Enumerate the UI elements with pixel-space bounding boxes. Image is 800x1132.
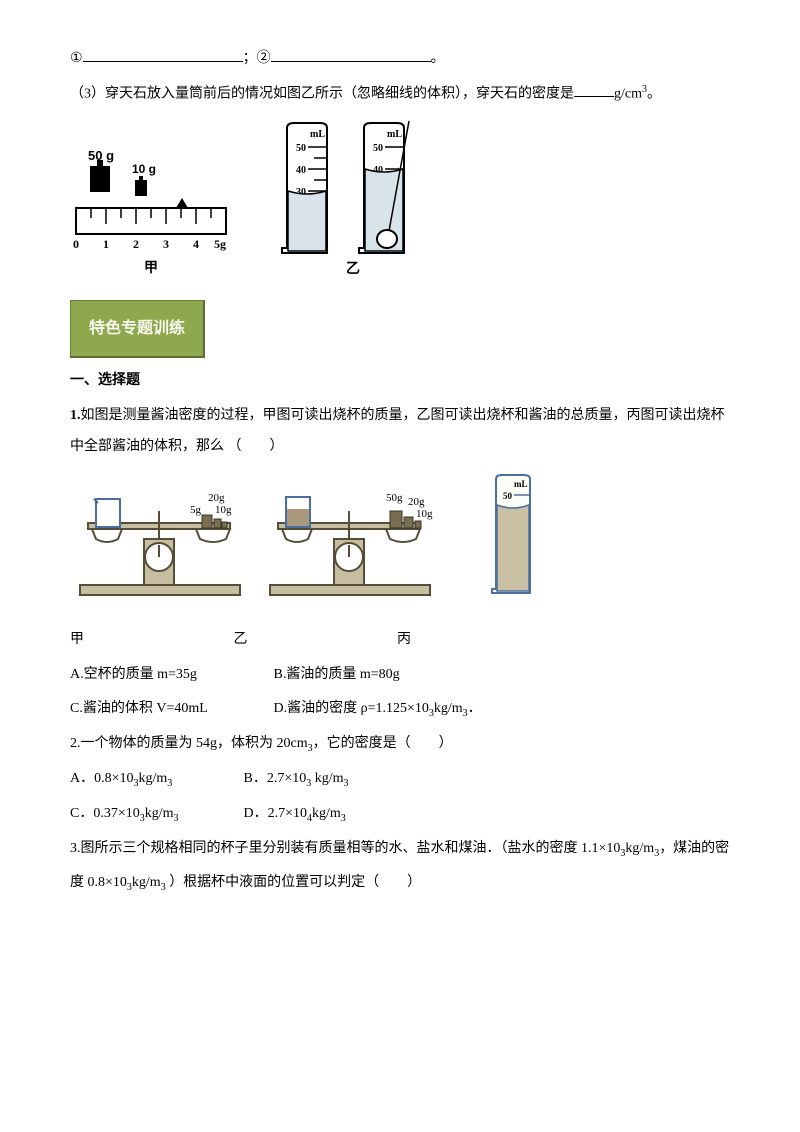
fill-blank-line: ① ；② 。 bbox=[70, 44, 730, 75]
label-yi: 乙 bbox=[234, 625, 394, 656]
q1-options-ab: A.空杯的质量 m=35g B.酱油的质量 m=80g bbox=[70, 660, 730, 691]
svg-text:5g: 5g bbox=[190, 504, 202, 516]
q2: 2.一个物体的质量为 54g，体积为 20cm3，它的密度是（ ） bbox=[70, 729, 730, 760]
svg-text:乙: 乙 bbox=[346, 261, 360, 277]
svg-text:0: 0 bbox=[73, 237, 79, 251]
svg-text:5g: 5g bbox=[214, 237, 226, 251]
q3b-line2: 度 0.8×103kg/m3 ）根据杯中液面的位置可以判定（ ） bbox=[70, 868, 730, 899]
figure-q1: 20g 5g 10g bbox=[70, 469, 730, 619]
q3-end: 。 bbox=[647, 86, 661, 101]
label-1: ① bbox=[70, 51, 83, 66]
q1-optB: B.酱油的质量 m=80g bbox=[274, 667, 400, 682]
figure-yi: mL 50 40 30 20 10 mL 50 bbox=[264, 118, 444, 278]
svg-text:4: 4 bbox=[193, 237, 199, 251]
blank-1[interactable] bbox=[83, 46, 243, 62]
svg-text:50: 50 bbox=[373, 143, 383, 154]
q1-num: 1. bbox=[70, 408, 81, 423]
blank-2[interactable] bbox=[271, 46, 431, 62]
svg-text:mL: mL bbox=[387, 129, 402, 140]
q1-optA: A.空杯的质量 m=35g bbox=[70, 660, 270, 691]
svg-text:50: 50 bbox=[503, 491, 513, 501]
q2-text: 2.一个物体的质量为 54g，体积为 20cm bbox=[70, 736, 308, 751]
sep: ； bbox=[243, 51, 257, 66]
label-jia: 甲 bbox=[70, 625, 230, 656]
svg-text:2: 2 bbox=[133, 237, 139, 251]
q2-C: C．0.37×103kg/m3 bbox=[70, 799, 240, 830]
question-3: （3）穿天石放入量筒前后的情况如图乙所示（忽略细线的体积），穿天石的密度是 g/c… bbox=[70, 79, 730, 110]
q3-unit: g/cm bbox=[614, 86, 642, 101]
q1-optD: D.酱油的密度 ρ=1.125×103kg/m3． bbox=[274, 701, 482, 716]
figure-jia: 50 g 10 g 0 1 2 3 4 5g 甲 bbox=[70, 138, 240, 278]
svg-text:1: 1 bbox=[103, 237, 109, 251]
svg-text:mL: mL bbox=[514, 479, 528, 489]
q1-options-cd: C.酱油的体积 V=40mL D.酱油的密度 ρ=1.125×103kg/m3． bbox=[70, 694, 730, 725]
end: 。 bbox=[431, 51, 445, 66]
q1-fig-labels: 甲 乙 丙 bbox=[70, 625, 730, 656]
q1: 1.如图是测量酱油密度的过程，甲图可读出烧杯的质量，乙图可读出烧杯和酱油的总质量… bbox=[70, 401, 730, 463]
section-badge: 特色专题训练 bbox=[70, 300, 205, 358]
svg-text:10g: 10g bbox=[215, 504, 232, 516]
figure-top: 50 g 10 g 0 1 2 3 4 5g 甲 bbox=[70, 118, 730, 278]
svg-text:10g: 10g bbox=[416, 508, 433, 520]
svg-text:10 g: 10 g bbox=[132, 162, 156, 176]
q2-ab: A．0.8×103kg/m3 B．2.7×103 kg/m3 bbox=[70, 764, 730, 795]
svg-text:mL: mL bbox=[310, 129, 325, 140]
svg-text:40: 40 bbox=[296, 165, 306, 176]
q2-A: A．0.8×103kg/m3 bbox=[70, 764, 240, 795]
q2-D: D．2.7×104kg/m3 bbox=[244, 806, 346, 821]
svg-text:20g: 20g bbox=[208, 492, 225, 504]
q2-B: B．2.7×103 kg/m3 bbox=[244, 771, 349, 786]
q1-text: 如图是测量酱油密度的过程，甲图可读出烧杯的质量，乙图可读出烧杯和酱油的总质量，丙… bbox=[70, 408, 725, 454]
label-2: ② bbox=[257, 51, 271, 66]
section-title: 一、选择题 bbox=[70, 366, 730, 397]
q1-optC: C.酱油的体积 V=40mL bbox=[70, 694, 270, 725]
svg-text:20g: 20g bbox=[408, 496, 425, 508]
svg-text:50g: 50g bbox=[386, 492, 403, 504]
label-bing: 丙 bbox=[397, 632, 411, 647]
svg-text:50: 50 bbox=[296, 143, 306, 154]
q3b-line1: 3.图所示三个规格相同的杯子里分别装有质量相等的水、盐水和煤油．（盐水的密度 1… bbox=[70, 834, 730, 865]
q3-blank[interactable] bbox=[574, 81, 614, 97]
svg-text:甲: 甲 bbox=[144, 260, 158, 276]
q2-cd: C．0.37×103kg/m3 D．2.7×104kg/m3 bbox=[70, 799, 730, 830]
svg-text:3: 3 bbox=[163, 237, 169, 251]
q3-text: （3）穿天石放入量筒前后的情况如图乙所示（忽略细线的体积），穿天石的密度是 bbox=[70, 86, 574, 101]
